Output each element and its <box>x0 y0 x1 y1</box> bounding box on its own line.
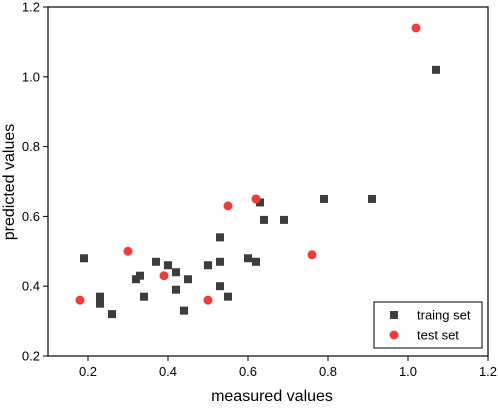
training-point <box>96 299 104 308</box>
test-point <box>123 246 133 256</box>
x-tick-label: 1.0 <box>399 364 417 379</box>
training-point <box>164 261 172 270</box>
training-point <box>172 285 180 294</box>
legend-label: test set <box>417 328 459 343</box>
training-point <box>216 257 224 266</box>
training-point <box>204 261 212 270</box>
training-point <box>96 292 104 301</box>
y-tick-label: 0.2 <box>22 349 40 364</box>
test-point <box>251 194 261 204</box>
x-tick-label: 0.4 <box>159 364 177 379</box>
legend: traing set test set <box>373 301 483 349</box>
y-tick-label: 1.0 <box>22 69 40 84</box>
test-point <box>223 201 233 211</box>
test-point <box>307 250 317 260</box>
legend-box <box>373 301 483 349</box>
test-point <box>411 23 421 33</box>
y-tick-label: 0.8 <box>22 139 40 154</box>
training-point <box>252 257 260 266</box>
test-point <box>75 295 85 305</box>
training-point <box>224 292 232 301</box>
x-tick-label: 0.2 <box>79 364 97 379</box>
x-tick-label: 0.6 <box>239 364 257 379</box>
y-axis-title: predicted values <box>1 124 18 241</box>
x-axis-title: measured values <box>211 388 333 405</box>
x-tick-label: 1.2 <box>479 364 497 379</box>
training-point <box>140 292 148 301</box>
test-point <box>203 295 213 305</box>
training-point <box>136 271 144 280</box>
legend-square-marker <box>390 311 398 319</box>
data-points <box>75 23 440 319</box>
training-point <box>184 275 192 284</box>
training-point <box>260 215 268 224</box>
training-point <box>180 306 188 315</box>
y-tick-label: 0.6 <box>22 209 40 224</box>
plot-frame <box>47 6 489 357</box>
training-point <box>216 282 224 291</box>
y-tick-label: 1.2 <box>22 0 40 15</box>
training-point <box>320 194 328 203</box>
training-point <box>244 254 252 263</box>
training-point <box>80 254 88 263</box>
legend-circle-marker <box>389 330 399 340</box>
legend-label: traing set <box>417 308 471 323</box>
y-tick-label: 0.4 <box>22 279 40 294</box>
axes: 0.2 0.4 0.6 0.8 1.0 1.2 0.2 0.4 0.6 0.8 1.0 1.2 <box>22 0 497 379</box>
training-point <box>216 233 224 242</box>
training-point <box>368 194 376 203</box>
training-point <box>280 215 288 224</box>
training-point <box>172 268 180 277</box>
training-point <box>152 257 160 266</box>
training-point <box>256 198 264 207</box>
training-point <box>432 65 440 74</box>
x-tick-label: 0.8 <box>319 364 337 379</box>
test-point <box>159 271 169 281</box>
training-point <box>108 310 116 319</box>
